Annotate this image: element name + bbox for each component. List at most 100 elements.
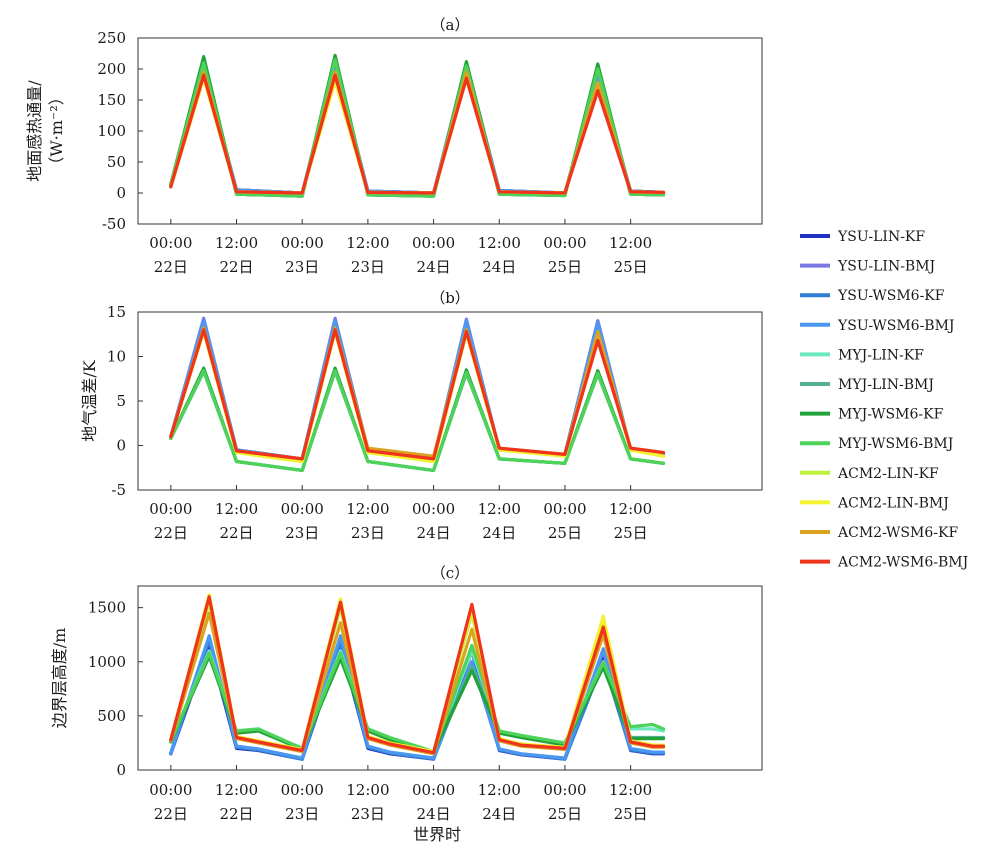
x-tick-label-day: 23日 xyxy=(351,524,385,542)
series-line-ysu-wsm6-kf xyxy=(169,67,666,195)
legend-item: MYJ-LIN-KF xyxy=(800,347,924,363)
legend-label: ACM2-LIN-BMJ xyxy=(837,495,949,511)
x-tick-label-time: 00:00 xyxy=(543,500,586,518)
x-tick-label-day: 25日 xyxy=(548,258,582,276)
x-tick-label-day: 24日 xyxy=(417,258,451,276)
legend-item: ACM2-WSM6-KF xyxy=(800,525,958,541)
series-line-ysu-lin-bmj xyxy=(169,316,666,461)
x-tick-label-time: 00:00 xyxy=(281,234,324,252)
x-tick-label-day: 22日 xyxy=(154,258,188,276)
panel-c: （c） 0 500 1000 1500 00:00 22日 12:00 22日 00:00 23日 1… xyxy=(50,564,763,823)
x-tick-label-day: 22日 xyxy=(154,524,188,542)
x-tick-label-time: 00:00 xyxy=(281,500,324,518)
series-line-myj-wsm6-bmj xyxy=(169,369,666,472)
x-tick-label-day: 24日 xyxy=(417,805,451,823)
x-tick-label-time: 12:00 xyxy=(346,500,389,518)
y-tick-label: 50 xyxy=(107,153,126,171)
x-tick-label-day: 25日 xyxy=(614,805,648,823)
series-group xyxy=(169,593,666,761)
panel-b: （b） -5 0 5 10 15 00:00 22日 12:00 22日 00:00 23日 12:00… xyxy=(80,289,763,542)
x-tick-label-time: 12:00 xyxy=(478,234,521,252)
legend-label: MYJ-WSM6-KF xyxy=(838,407,944,423)
y-tick-label: 500 xyxy=(97,707,126,725)
series-line-myj-wsm6-bmj xyxy=(169,58,666,198)
x-tick-label-day: 24日 xyxy=(482,258,516,276)
x-tick-label-time: 00:00 xyxy=(281,781,324,799)
x-axis-label: 世界时 xyxy=(413,825,461,844)
y-tick-label: 100 xyxy=(97,122,126,140)
x-tick-label-day: 23日 xyxy=(285,805,319,823)
series-line-ysu-wsm6-bmj xyxy=(169,64,666,195)
x-tick-label-day: 24日 xyxy=(482,524,516,542)
y-tick-label: 10 xyxy=(107,348,126,366)
x-tick-label-day: 24日 xyxy=(417,524,451,542)
x-tick-label-day: 22日 xyxy=(219,524,253,542)
x-tick-label-time: 12:00 xyxy=(478,781,521,799)
y-tick-label: -50 xyxy=(102,215,126,233)
x-tick-label-time: 00:00 xyxy=(412,781,455,799)
y-axis-label: （W·m⁻²） xyxy=(47,89,66,173)
legend-item: YSU-WSM6-BMJ xyxy=(800,318,955,334)
series-line-myj-wsm6-kf xyxy=(169,53,666,198)
legend-item: MYJ-WSM6-BMJ xyxy=(800,436,953,452)
legend-label: YSU-LIN-BMJ xyxy=(837,259,935,275)
legend-label: MYJ-LIN-KF xyxy=(838,347,924,363)
legend-label: ACM2-LIN-KF xyxy=(837,466,939,482)
x-tick-label-day: 23日 xyxy=(285,258,319,276)
y-tick-label: 0 xyxy=(116,184,126,202)
legend-label: MYJ-WSM6-BMJ xyxy=(838,436,953,452)
y-tick-label: -5 xyxy=(111,481,126,499)
legend-item: MYJ-LIN-BMJ xyxy=(800,377,934,393)
legend-label: ACM2-WSM6-KF xyxy=(837,525,958,541)
panel-a: （a） -50 0 50 100 150 200 250 00:00 22日 12:00 22日 00:… xyxy=(25,16,763,276)
x-tick-label-time: 12:00 xyxy=(478,500,521,518)
legend-label: YSU-WSM6-BMJ xyxy=(837,318,955,334)
y-tick-label: 150 xyxy=(97,91,126,109)
panels: （a）-5005010015020025000:0022日12:0022日00:… xyxy=(25,16,763,823)
x-tick-label-time: 00:00 xyxy=(149,500,192,518)
x-tick-label-time: 00:00 xyxy=(149,781,192,799)
plot-frame xyxy=(137,585,763,771)
series-line-ysu-lin-bmj xyxy=(169,61,666,195)
x-tick-label-time: 00:00 xyxy=(543,234,586,252)
x-tick-label-time: 12:00 xyxy=(215,781,258,799)
legend-label: YSU-WSM6-KF xyxy=(837,288,945,304)
series-line-acm2-wsm6-bmj xyxy=(169,73,666,195)
legend-item: ACM2-LIN-KF xyxy=(800,466,939,482)
legend-item: YSU-LIN-KF xyxy=(800,229,925,245)
series-line-myj-lin-bmj xyxy=(169,56,666,198)
series-group xyxy=(169,53,666,198)
x-tick-label-day: 25日 xyxy=(614,258,648,276)
legend-item: ACM2-WSM6-BMJ xyxy=(800,555,968,571)
y-tick-label: 0 xyxy=(116,761,126,779)
legend-item: YSU-WSM6-KF xyxy=(800,288,945,304)
y-tick-label: 200 xyxy=(97,60,126,78)
x-tick-label-day: 25日 xyxy=(548,524,582,542)
x-tick-label-time: 00:00 xyxy=(412,500,455,518)
legend-item: ACM2-LIN-BMJ xyxy=(800,495,949,511)
x-tick-label-day: 23日 xyxy=(351,805,385,823)
x-tick-label-time: 12:00 xyxy=(609,234,652,252)
legend-item: MYJ-WSM6-KF xyxy=(800,407,944,423)
x-tick-label-time: 00:00 xyxy=(412,234,455,252)
panel-title: （b） xyxy=(430,289,470,307)
x-tick-label-time: 12:00 xyxy=(346,234,389,252)
legend: YSU-LIN-KF YSU-LIN-BMJ YSU-WSM6-KF YSU-WSM6… xyxy=(800,229,968,571)
y-axis-label: 地面感热通量/ xyxy=(25,80,44,182)
y-tick-label: 15 xyxy=(107,303,126,321)
legend-item: YSU-LIN-BMJ xyxy=(800,259,935,275)
x-tick-label-time: 12:00 xyxy=(346,781,389,799)
legend-label: YSU-LIN-KF xyxy=(837,229,925,245)
y-axis-label: 地气温差/K xyxy=(80,359,99,441)
y-tick-label: 1500 xyxy=(88,599,126,617)
x-tick-label-time: 00:00 xyxy=(543,781,586,799)
panel-title: （a） xyxy=(431,16,470,34)
x-tick-label-time: 12:00 xyxy=(215,234,258,252)
x-tick-label-day: 23日 xyxy=(285,524,319,542)
x-tick-label-time: 12:00 xyxy=(609,500,652,518)
x-tick-label-day: 25日 xyxy=(614,524,648,542)
panel-title: （c） xyxy=(431,564,469,582)
x-tick-label-day: 24日 xyxy=(482,805,516,823)
series-line-acm2-wsm6-bmj xyxy=(169,328,666,461)
